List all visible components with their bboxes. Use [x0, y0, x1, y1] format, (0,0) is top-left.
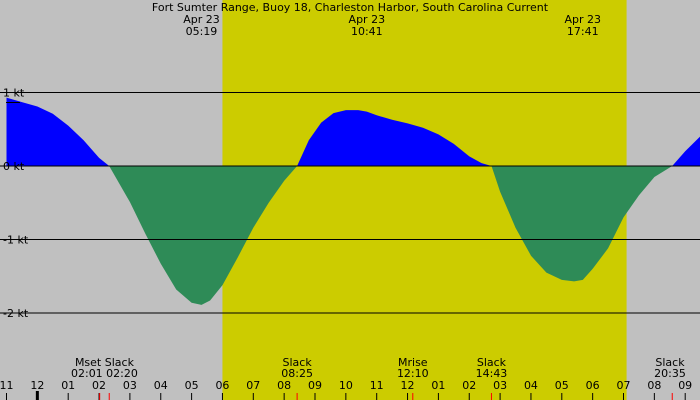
x-tick-label: 02 — [92, 379, 106, 392]
y-tick-label: 1 kt — [3, 87, 25, 100]
x-tick-label: 12 — [30, 379, 44, 392]
x-tick-label: 01 — [61, 379, 75, 392]
event-name-label: Slack — [477, 356, 507, 369]
y-tick-label: -2 kt — [3, 307, 29, 320]
x-tick-label: 07 — [246, 379, 260, 392]
event-name-label: Slack — [655, 356, 685, 369]
event-name-label: Mrise — [398, 356, 428, 369]
x-tick-label: 04 — [524, 379, 538, 392]
x-tick-label: 03 — [493, 379, 507, 392]
x-tick-label: 08 — [277, 379, 291, 392]
x-tick-label: 03 — [123, 379, 137, 392]
ebb-area-1 — [109, 166, 298, 305]
x-tick-label: 04 — [154, 379, 168, 392]
x-tick-label: 05 — [555, 379, 569, 392]
event-time-label: 08:25 — [281, 367, 313, 380]
event-time-label: 20:35 — [654, 367, 686, 380]
x-tick-label: 09 — [678, 379, 692, 392]
flood-area-0 — [6, 97, 110, 166]
x-tick-label: 09 — [308, 379, 322, 392]
y-tick-label: 0 kt — [3, 160, 25, 173]
y-gridlines — [0, 92, 700, 314]
x-tick-label: 07 — [617, 379, 631, 392]
y-tick-label: -1 kt — [3, 234, 29, 247]
x-tick-label: 10 — [339, 379, 353, 392]
peak-date-label: Apr 23 — [349, 13, 386, 26]
x-tick-label: 08 — [647, 379, 661, 392]
chart-title: Fort Sumter Range, Buoy 18, Charleston H… — [152, 1, 549, 14]
event-name-label: Slack — [283, 356, 313, 369]
ebb-area-3 — [491, 166, 673, 282]
x-tick-label: 02 — [462, 379, 476, 392]
flood-area-2 — [297, 110, 492, 166]
peak-date-label: Apr 23 — [565, 13, 602, 26]
peak-date-label: Apr 23 — [183, 13, 220, 26]
x-tick-label: 01 — [431, 379, 445, 392]
peak-time-label: 05:19 — [186, 25, 218, 38]
event-time-label: 02:01 02:20 — [71, 367, 138, 380]
x-tick-label: 11 — [0, 379, 14, 392]
x-tick-label: 06 — [215, 379, 229, 392]
x-tick-label: 06 — [586, 379, 600, 392]
x-tick-label: 05 — [185, 379, 199, 392]
x-tick-label: 12 — [401, 379, 415, 392]
x-tick-label: 11 — [370, 379, 384, 392]
x-axis-ticks: 11 12 01 02 03 04 05 06 07 08 09 10 11 12 01 02 03 04 05 06… — [0, 379, 692, 400]
current-area-layer — [6, 97, 700, 305]
flood-area-4 — [672, 136, 700, 166]
y-tick-labels: 1 kt 0 kt -1 kt -2 kt — [3, 87, 29, 321]
peak-time-label: 10:41 — [351, 25, 383, 38]
peak-time-label: 17:41 — [567, 25, 599, 38]
event-time-label: 12:10 — [397, 367, 429, 380]
event-name-label: Mset Slack — [75, 356, 135, 369]
event-time-label: 14:43 — [476, 367, 508, 380]
